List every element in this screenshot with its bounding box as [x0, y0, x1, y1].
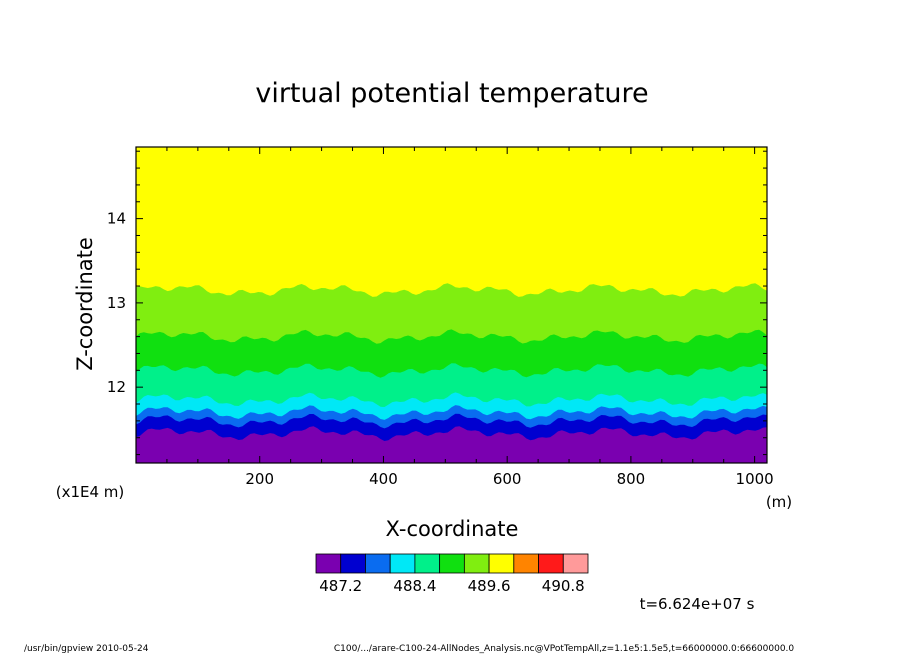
colorbar-swatch — [562, 553, 589, 574]
y-tick-label: 14 — [107, 210, 126, 228]
colorbar-swatch — [414, 553, 441, 574]
footer-right: C100/.../arare-C100-24-AllNodes_Analysis… — [334, 644, 795, 654]
x-tick-label: 800 — [617, 470, 646, 488]
colorbar-swatch — [439, 553, 465, 574]
colorbar: 487.2 488.4 489.6 490.8 — [315, 553, 589, 595]
x-tick-label: 200 — [245, 470, 274, 488]
x-tick-label: 600 — [493, 470, 522, 488]
colorbar-swatch — [513, 553, 539, 574]
x-tick-label: 400 — [369, 470, 398, 488]
time-annotation: t=6.624e+07 s — [640, 595, 755, 613]
colorbar-swatch — [389, 553, 416, 574]
colorbar-swatch — [340, 553, 366, 574]
colorbar-swatch — [365, 553, 391, 574]
axes: 200 400 600 800 1000 12 13 14 — [107, 146, 774, 488]
colorbar-swatch — [538, 553, 564, 574]
colorbar-swatch — [488, 553, 515, 574]
colorbar-label: 488.4 — [393, 577, 436, 595]
plot-frame — [135, 146, 768, 464]
y-tick-label: 12 — [107, 378, 126, 396]
x-unit-label: (m) — [766, 493, 792, 511]
colorbar-swatch — [463, 553, 490, 574]
footer-left: /usr/bin/gpview 2010-05-24 — [24, 644, 149, 654]
y-tick-label: 13 — [107, 294, 126, 312]
colorbar-label: 490.8 — [542, 577, 585, 595]
contour-band-487.2 — [136, 426, 767, 463]
y-axis-label: Z-coordinate — [73, 237, 97, 371]
y-scale-note: (x1E4 m) — [56, 483, 125, 501]
colorbar-label: 489.6 — [468, 577, 511, 595]
chart-title: virtual potential temperature — [255, 78, 648, 109]
plot-area — [136, 147, 767, 463]
x-axis-label: X-coordinate — [386, 517, 519, 541]
colorbar-label: 487.2 — [319, 577, 362, 595]
x-tick-label: 1000 — [736, 470, 774, 488]
colorbar-swatch — [315, 553, 342, 574]
